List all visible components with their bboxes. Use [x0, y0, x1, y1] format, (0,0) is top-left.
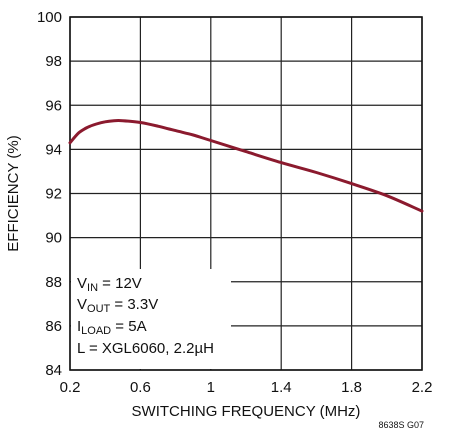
y-tick-label: 98: [45, 53, 62, 70]
annotation-background: [71, 269, 231, 369]
y-tick-label: 86: [45, 318, 62, 335]
x-tick-label: 0.2: [60, 379, 81, 396]
y-tick-label: 92: [45, 186, 62, 203]
conditions-annotation: VIN = 12V VOUT = 3.3V ILOAD = 5A L = XGL…: [77, 275, 214, 357]
plot-frame: [69, 16, 423, 371]
y-tick-label: 84: [45, 362, 62, 379]
x-tick-label: 1.4: [271, 379, 292, 396]
x-axis-title: SWITCHING FREQUENCY (MHz): [132, 403, 361, 420]
x-tick-label: 1.8: [341, 379, 362, 396]
y-tick-label: 88: [45, 274, 62, 291]
annotation-iload: ILOAD = 5A: [77, 318, 147, 337]
series-group: [68, 119, 424, 213]
y-tick-label: 100: [37, 9, 62, 26]
x-tick-label: 0.6: [130, 379, 151, 396]
y-tick-label: 90: [45, 230, 62, 247]
y-tick-label: 94: [45, 141, 62, 158]
y-tick-labels: 84 86 88 90 92 94 96 98 100: [37, 9, 62, 379]
x-tick-label: 1: [207, 379, 215, 396]
figure-id: 8638S G07: [378, 420, 424, 430]
x-tick-labels: 0.2 0.6 1 1.4 1.8 2.2: [60, 379, 433, 396]
annotation-inductor: L = XGL6060, 2.2µH: [77, 340, 214, 357]
annotation-vin: VIN = 12V: [77, 275, 142, 294]
annotation-vout: VOUT = 3.3V: [77, 296, 158, 315]
y-tick-label: 96: [45, 97, 62, 114]
y-axis-title: EFFICIENCY (%): [5, 135, 22, 251]
x-tick-label: 2.2: [412, 379, 433, 396]
efficiency-curve: [68, 119, 424, 213]
